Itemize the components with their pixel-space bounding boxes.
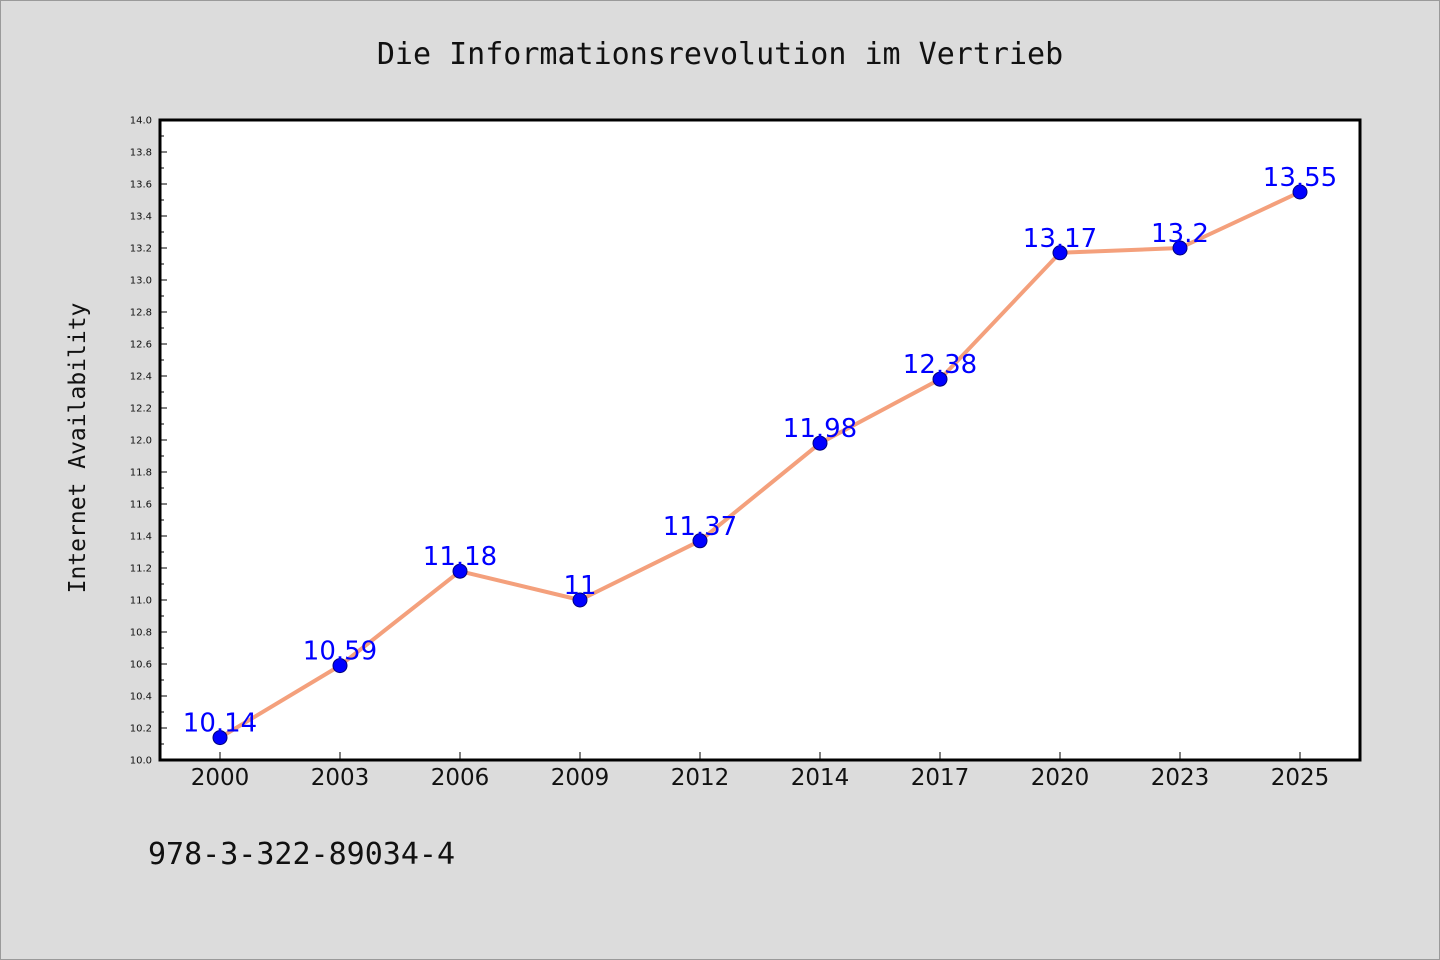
x-tick-label: 2006 — [431, 765, 490, 791]
data-label: 12.38 — [903, 350, 977, 380]
data-point — [572, 592, 588, 608]
y-tick-label: 11.4 — [130, 532, 152, 543]
x-tick-label: 2003 — [311, 765, 370, 791]
data-label: 13.55 — [1263, 163, 1337, 193]
y-tick-label: 11.6 — [130, 500, 152, 511]
y-tick-label: 13.0 — [130, 276, 152, 287]
x-tick-label: 2012 — [671, 765, 730, 791]
data-point — [1172, 240, 1188, 256]
y-tick-label: 10.4 — [130, 692, 152, 703]
x-tick-label: 2014 — [791, 765, 850, 791]
data-labels: 10.14 10.59 11.18 11 11.37 11.98 12.38 13.17 13.… — [183, 163, 1337, 739]
y-tick-label: 11.0 — [130, 596, 152, 607]
y-tick-label: 10.6 — [130, 660, 152, 671]
x-tick-label: 2009 — [551, 765, 610, 791]
y-axis-label: Internet Availability — [65, 303, 91, 594]
y-tick-label: 13.6 — [130, 180, 152, 191]
y-tick-label: 11.8 — [130, 468, 152, 479]
data-point — [212, 730, 228, 746]
plot-area — [158, 118, 1362, 762]
y-tick-label: 10.2 — [130, 724, 152, 735]
y-tick-label: 13.8 — [130, 148, 152, 159]
y-tick-label: 12.0 — [130, 436, 152, 447]
series-layer — [212, 184, 1308, 746]
data-point — [932, 371, 948, 387]
data-point — [332, 658, 348, 674]
y-tick-label: 14.0 — [130, 116, 152, 127]
data-label: 10.59 — [303, 637, 377, 667]
data-point — [812, 435, 828, 451]
x-tick-label: 2023 — [1151, 765, 1210, 791]
x-axis-ticks: 2000 2003 2006 2009 2012 2014 2017 2020 2023 2025 — [191, 752, 1330, 791]
x-tick-label: 2017 — [911, 765, 970, 791]
y-tick-label: 12.6 — [130, 340, 152, 351]
data-point — [1052, 245, 1068, 261]
data-label: 11 — [563, 571, 596, 601]
data-label: 11.98 — [783, 414, 857, 444]
y-tick-label: 12.2 — [130, 404, 152, 415]
data-label: 13.17 — [1023, 224, 1097, 254]
isbn-footer: 978-3-322-89034-4 — [148, 837, 455, 872]
x-tick-label: 2025 — [1271, 765, 1330, 791]
data-point — [692, 533, 708, 549]
series-line — [218, 190, 1302, 740]
x-tick-label: 2020 — [1031, 765, 1090, 791]
data-label: 10.14 — [183, 709, 257, 739]
y-tick-label: 12.4 — [130, 372, 152, 383]
y-tick-label: 13.2 — [130, 244, 152, 255]
chart-title: Die Informationsrevolution im Vertrieb — [377, 37, 1063, 72]
y-tick-label: 11.2 — [130, 564, 152, 575]
x-tick-label: 2000 — [191, 765, 250, 791]
data-point — [452, 563, 468, 579]
data-label: 11.37 — [663, 512, 737, 542]
data-point — [1292, 184, 1308, 200]
y-tick-label: 13.4 — [130, 212, 152, 223]
data-label: 11.18 — [423, 542, 497, 572]
y-axis-ticks: 10.0 10.2 10.4 10.6 10.8 11.0 11.2 11.4 11.6 11.8… — [130, 116, 167, 767]
data-label: 13.2 — [1151, 219, 1209, 249]
y-tick-label: 10.8 — [130, 628, 152, 639]
y-tick-label: 12.8 — [130, 308, 152, 319]
y-tick-label: 10.0 — [130, 756, 152, 767]
